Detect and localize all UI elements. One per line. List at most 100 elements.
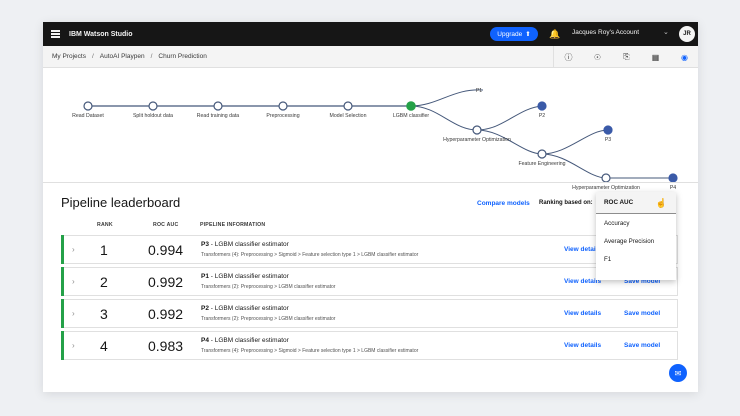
column-header-info: PIPELINE INFORMATION: [200, 222, 266, 228]
row-score: 0.983: [148, 338, 184, 354]
breadcrumb-item-projects[interactable]: My Projects: [52, 53, 86, 60]
row-rank: 3: [100, 306, 108, 322]
node-preprocessing[interactable]: [278, 101, 288, 111]
row-transformers: Transformers (4): Preprocessing > Sigmoi…: [201, 252, 419, 258]
branch-fe-line: [476, 129, 543, 155]
row-pipeline-name: P1 - LGBM classifier estimator: [201, 273, 289, 280]
row-estimator: LGBM classifier estimator: [214, 337, 289, 344]
save-model-link[interactable]: Save model: [624, 278, 661, 285]
dropdown-option-accuracy[interactable]: Accuracy: [604, 219, 630, 227]
node-feature-engineering[interactable]: [537, 149, 547, 159]
toolbar: ⓘ ☉ ⎘ ▦ ◉: [553, 46, 698, 68]
upgrade-arrow-icon: ⬆: [525, 31, 531, 38]
node-label-p4: P4: [669, 185, 677, 191]
upgrade-label: Upgrade: [497, 30, 523, 38]
node-label-hpo-1: Hyperparameter Optimization: [443, 137, 511, 143]
node-p2[interactable]: [537, 101, 547, 111]
leaderboard-row[interactable]: › 3 0.992 P2 - LGBM classifier estimator…: [61, 299, 678, 328]
node-split-holdout[interactable]: [148, 101, 158, 111]
column-header-rank: RANK: [97, 222, 113, 228]
node-label-p2: P2: [538, 113, 546, 119]
info-icon[interactable]: ⓘ: [564, 52, 573, 62]
ranking-metric-dropdown[interactable]: ROC AUC ☝ Accuracy Average Precision F1: [596, 192, 676, 280]
explore-icon[interactable]: ☉: [593, 52, 602, 62]
row-estimator: LGBM classifier estimator: [214, 305, 289, 312]
row-transformers: Transformers (4): Preprocessing > Sigmoi…: [201, 348, 419, 354]
row-rank: 1: [100, 242, 108, 258]
node-label-preprocessing: Preprocessing: [266, 113, 300, 119]
node-label-hpo-2: Hyperparameter Optimization: [572, 185, 640, 191]
node-label-read-dataset: Read Dataset: [72, 113, 104, 119]
row-pipeline-id: P2: [201, 305, 209, 312]
breadcrumb-separator: /: [150, 53, 153, 60]
node-label-split-holdout: Split holdout data: [132, 113, 174, 119]
node-hpo-2[interactable]: [601, 173, 611, 183]
bell-icon[interactable]: 🔔: [549, 28, 561, 39]
row-accent: [61, 235, 64, 264]
row-accent: [61, 299, 64, 328]
node-label-model-selection: Model Selection: [329, 113, 367, 119]
pipeline-graph: Read Dataset Split holdout data Read tra…: [43, 68, 698, 203]
node-label-lgbm: LGBM classifier: [392, 113, 430, 119]
dropdown-option-f1[interactable]: F1: [604, 255, 612, 263]
view-details-link[interactable]: View details: [564, 278, 602, 285]
chevron-right-icon[interactable]: ›: [72, 245, 75, 254]
avatar[interactable]: JR: [679, 26, 695, 42]
row-accent: [61, 267, 64, 296]
row-rank: 2: [100, 274, 108, 290]
branch-hpo2-line: [541, 153, 607, 179]
leaderboard-row[interactable]: › 1 0.994 P3 - LGBM classifier estimator…: [61, 235, 678, 264]
row-transformers: Transformers (2): Preprocessing > LGBM c…: [201, 316, 336, 322]
chevron-down-icon[interactable]: ⌄: [663, 29, 669, 36]
node-hpo-1[interactable]: [472, 125, 482, 135]
row-rank: 4: [100, 338, 108, 354]
compare-models-link[interactable]: Compare models: [477, 200, 530, 207]
breadcrumb-item-current: Churn Prediction: [158, 53, 207, 60]
account-switcher[interactable]: Jacques Roy's Account: [572, 29, 639, 36]
row-score: 0.992: [148, 274, 184, 290]
node-model-selection[interactable]: [343, 101, 353, 111]
view-details-link[interactable]: View details: [564, 246, 602, 253]
node-read-dataset[interactable]: [83, 101, 93, 111]
row-pipeline-id: P3: [201, 241, 209, 248]
dropdown-option-average-precision[interactable]: Average Precision: [604, 237, 655, 245]
breadcrumb-separator: /: [91, 53, 94, 60]
branch-p2-line: [476, 105, 543, 131]
branch-p3-line: [541, 129, 609, 155]
row-score: 0.992: [148, 306, 184, 322]
node-p4[interactable]: [668, 173, 678, 183]
brand-title: IBM Watson Studio: [69, 30, 133, 38]
node-p3[interactable]: [603, 125, 613, 135]
node-lgbm-classifier[interactable]: [406, 101, 416, 111]
leaderboard-row[interactable]: › 2 0.992 P1 - LGBM classifier estimator…: [61, 267, 678, 296]
view-details-link[interactable]: View details: [564, 310, 602, 317]
branch-hpo1-line: [410, 105, 478, 131]
app-window: IBM Watson Studio Upgrade ⬆ 🔔 Jacques Ro…: [43, 22, 698, 392]
save-model-link[interactable]: Save model: [624, 342, 661, 349]
chevron-right-icon[interactable]: ›: [72, 309, 75, 318]
row-transformers: Transformers (2): Preprocessing > LGBM c…: [201, 284, 336, 290]
view-details-link[interactable]: View details: [564, 342, 602, 349]
dropdown-selected[interactable]: ROC AUC ☝: [596, 192, 676, 214]
leaderboard-row[interactable]: › 4 0.983 P4 - LGBM classifier estimator…: [61, 331, 678, 360]
row-accent: [61, 331, 64, 360]
chevron-right-icon[interactable]: ›: [72, 341, 75, 350]
grid-icon[interactable]: ▦: [651, 52, 660, 62]
node-read-training[interactable]: [213, 101, 223, 111]
pipeline-graph-svg: [83, 89, 678, 183]
compass-icon[interactable]: ◉: [681, 52, 688, 62]
leaderboard-title: Pipeline leaderboard: [61, 195, 181, 210]
breadcrumb-item-playpen[interactable]: AutoAI Playpen: [99, 53, 145, 60]
breadcrumb-bar: My Projects / AutoAI Playpen / Churn Pre…: [43, 46, 698, 68]
breadcrumb: My Projects / AutoAI Playpen / Churn Pre…: [52, 53, 207, 60]
row-score: 0.994: [148, 242, 184, 258]
dropdown-selected-label: ROC AUC: [604, 199, 634, 206]
upgrade-button[interactable]: Upgrade ⬆: [490, 27, 538, 41]
chat-icon[interactable]: ✉: [669, 364, 687, 382]
chevron-right-icon[interactable]: ›: [72, 277, 75, 286]
menu-icon[interactable]: [43, 22, 67, 46]
top-nav-bar: IBM Watson Studio Upgrade ⬆ 🔔 Jacques Ro…: [43, 22, 698, 46]
ranking-label: Ranking based on:: [539, 200, 593, 206]
save-model-link[interactable]: Save model: [624, 310, 661, 317]
notebook-icon[interactable]: ⎘: [623, 52, 630, 61]
